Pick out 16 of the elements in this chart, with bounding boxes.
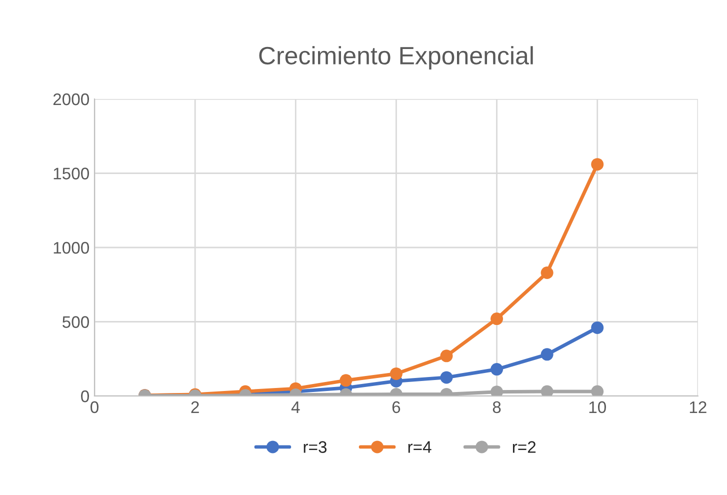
x-tick-label: 6 (392, 401, 400, 414)
y-tick-label: 1500 (54, 168, 89, 180)
x-tick-label: 2 (191, 401, 199, 413)
x-tick-label: 8 (492, 401, 501, 414)
y-tick-label: 1000 (54, 242, 89, 254)
legend-label: r=4 (408, 441, 432, 453)
legend-label: r=3 (304, 441, 327, 453)
x-tick-label: 10 (589, 401, 606, 414)
y-tick-label: 0 (81, 390, 89, 402)
x-tick-label: 12 (690, 401, 706, 413)
x-tick-label: 0 (90, 401, 98, 414)
chart-title: Crecimiento Exponencial (259, 46, 533, 70)
x-tick-label: 4 (291, 401, 300, 413)
y-tick-label: 500 (62, 316, 89, 328)
y-tick-label: 2000 (53, 93, 89, 106)
legend-label: r=2 (512, 441, 536, 453)
